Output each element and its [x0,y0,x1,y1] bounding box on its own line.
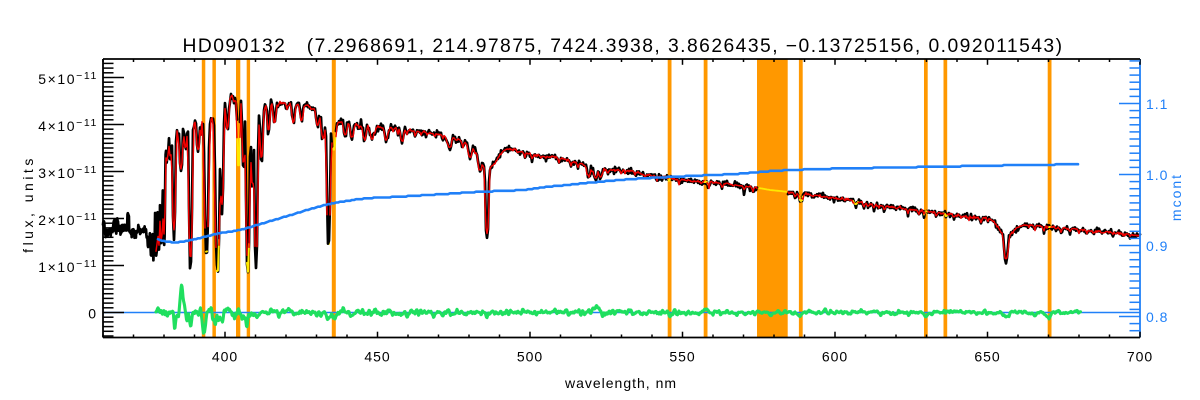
svg-text:wavelength, nm: wavelength, nm [564,375,677,391]
svg-text:0.9: 0.9 [1146,238,1168,254]
svg-text:mcont: mcont [1168,173,1184,221]
svg-text:450: 450 [364,349,390,365]
svg-text:0.8: 0.8 [1146,309,1168,325]
svg-text:0: 0 [88,306,97,322]
svg-text:550: 550 [669,349,695,365]
svg-text:flux, units: flux, units [20,155,36,253]
svg-text:HD090132 (7.2968691, 214.978: HD090132 (7.2968691, 214.97875, 7424.393… [183,36,1064,57]
svg-text:1.1: 1.1 [1146,96,1168,112]
svg-text:700: 700 [1127,349,1153,365]
svg-text:400: 400 [212,349,238,365]
svg-text:1.0: 1.0 [1146,167,1168,183]
svg-text:650: 650 [974,349,1000,365]
svg-text:500: 500 [517,349,543,365]
svg-text:3×10−11: 3×10−11 [38,164,98,181]
svg-text:600: 600 [822,349,848,365]
